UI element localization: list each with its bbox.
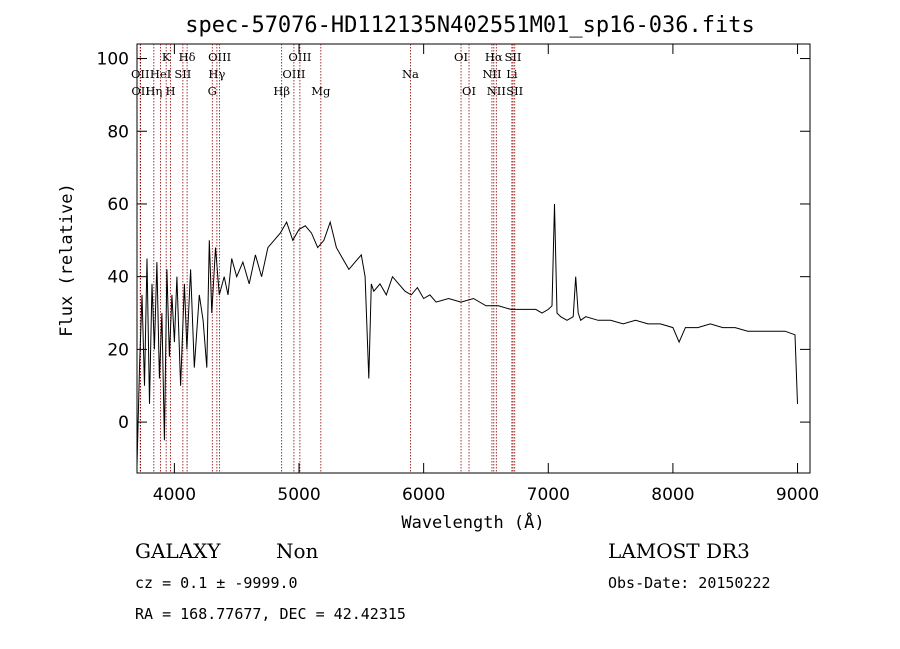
line-label: OIII [282, 67, 305, 81]
coordinates: RA = 168.77677, DEC = 42.42315 [135, 605, 406, 623]
line-label: G [208, 84, 217, 98]
y-tick-label: 100 [97, 50, 129, 70]
line-label: OI [454, 50, 468, 64]
line-label: Hδ [179, 50, 196, 64]
line-label: Hβ [273, 84, 290, 98]
x-tick-label: 6000 [402, 485, 445, 505]
line-label: Na [402, 67, 419, 81]
x-tick-label: 4000 [153, 485, 196, 505]
line-label: NII [482, 67, 501, 81]
line-label: H [166, 84, 176, 98]
y-tick-label: 20 [107, 340, 129, 360]
x-axis-ticks: 4000 5000 6000 7000 8000 9000 [153, 44, 819, 505]
line-label: OII [131, 84, 150, 98]
redshift-cz: cz = 0.1 ± -9999.0 [135, 574, 298, 592]
x-axis-label: Wavelength (Å) [401, 511, 544, 533]
line-label: OIII [208, 50, 231, 64]
x-tick-label: 8000 [651, 485, 694, 505]
line-label: HeI [150, 67, 171, 81]
line-labels: OIIOIIHηHeIKHHδSIIGHγOIIIHβOIIIOIIIMgNaO… [131, 50, 523, 98]
line-label: OI [462, 84, 476, 98]
line-label: SII [505, 50, 522, 64]
chart-title: spec-57076-HD112135N402551M01_sp16-036.f… [185, 13, 755, 38]
line-label: NII [487, 84, 506, 98]
y-tick-label: 40 [107, 268, 129, 288]
y-axis-ticks: 0 20 40 60 80 100 [97, 50, 810, 433]
y-axis-label: Flux (relative) [57, 183, 77, 337]
observation-date: Obs-Date: 20150222 [608, 574, 771, 592]
y-tick-label: 80 [107, 122, 129, 142]
line-label: K [162, 50, 171, 64]
line-label: OII [131, 67, 150, 81]
line-label: SII [506, 84, 523, 98]
line-label: Hη [145, 84, 162, 98]
line-label: Mg [311, 84, 331, 98]
x-tick-label: 9000 [776, 485, 819, 505]
y-tick-label: 60 [107, 195, 129, 215]
line-label: OIII [288, 50, 311, 64]
line-markers [139, 44, 516, 473]
spectrum-line [136, 203, 798, 466]
line-label: Li [506, 67, 518, 81]
object-subclass: Non [276, 539, 319, 563]
object-class: GALAXY [135, 539, 221, 563]
x-tick-label: 5000 [277, 485, 320, 505]
y-tick-label: 0 [118, 413, 129, 433]
plot-frame [136, 43, 811, 474]
line-label: Hα [485, 50, 503, 64]
line-label: Hγ [208, 67, 225, 81]
survey-name: LAMOST DR3 [608, 539, 750, 563]
x-tick-label: 7000 [527, 485, 570, 505]
line-label: SII [174, 67, 191, 81]
